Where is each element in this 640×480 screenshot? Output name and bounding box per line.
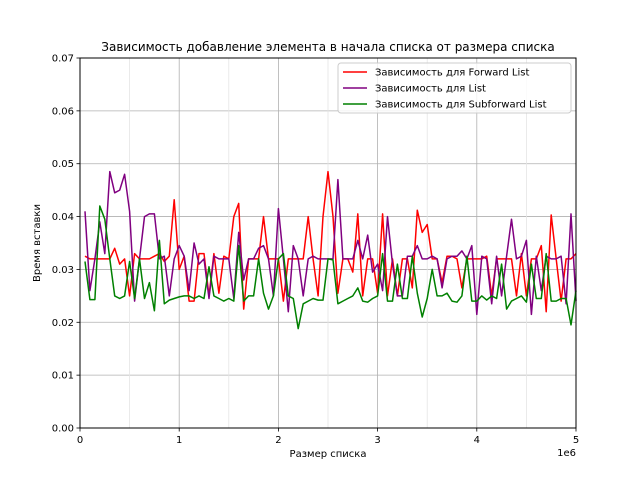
- y-tick-label: 0.07: [52, 54, 74, 65]
- y-tick-label: 0.00: [52, 424, 74, 435]
- y-tick-label: 0.01: [52, 371, 74, 382]
- y-axis-label: Время вставки: [32, 204, 43, 282]
- y-tick-label: 0.05: [52, 159, 74, 170]
- legend-items: Зависимость для Forward List Зависимость …: [343, 68, 547, 111]
- y-tick-label: 0.06: [52, 106, 74, 117]
- x-axis-label: Размер списка: [290, 449, 367, 460]
- legend-label-1: Зависимость для Forward List: [375, 68, 529, 79]
- plot-area-frame: [79, 57, 577, 429]
- y-tick-label: 0.03: [52, 265, 74, 276]
- y-tick-label: 0.04: [52, 212, 74, 223]
- y-tick-label: 0.02: [52, 318, 74, 329]
- x-tick-label: 3: [374, 435, 380, 446]
- series-layer: [84, 170, 577, 330]
- legend-label-3: Зависимость для Subforward List: [375, 100, 547, 111]
- x-tick-label: 2: [275, 435, 281, 446]
- chart-title: Зависимость добавление элемента в начала…: [101, 40, 554, 54]
- x-axis-offset-label: 1e6: [557, 448, 576, 459]
- x-tick-label: 4: [474, 435, 480, 446]
- legend: Зависимость для Forward List Зависимость …: [337, 62, 572, 114]
- x-tick-label: 0: [77, 435, 83, 446]
- tick-layer: 0.00 0.01 0.02 0.03 0.04 0.05 0.06 0.07 0 1 2 3 4 5: [52, 54, 579, 447]
- x-tick-label: 5: [573, 435, 579, 446]
- series-line-3: [84, 205, 577, 330]
- legend-label-2: Зависимость для List: [375, 84, 486, 95]
- x-tick-label: 1: [176, 435, 182, 446]
- legend-box: [337, 62, 572, 114]
